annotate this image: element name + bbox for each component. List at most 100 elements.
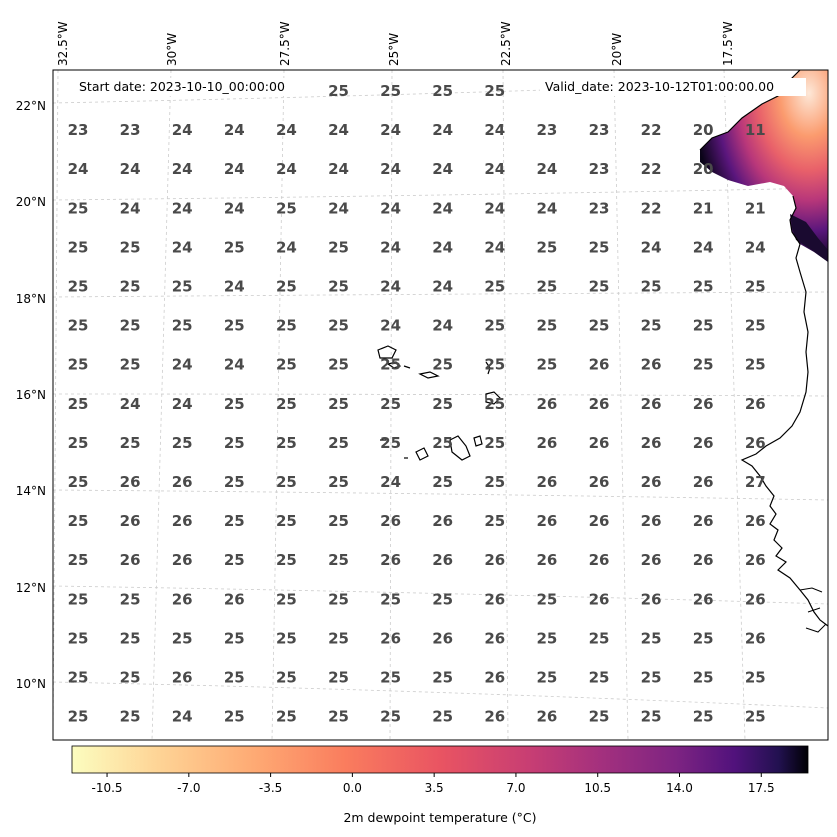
grid-value: 24 — [276, 238, 297, 256]
grid-value: 25 — [693, 629, 714, 647]
grid-value: 24 — [172, 356, 193, 374]
grid-value: 25 — [745, 669, 766, 687]
dewpoint-value-grid: 252525252425252525-423232424242424242423… — [68, 82, 766, 726]
grid-value: 22 — [641, 160, 662, 178]
grid-value: 26 — [484, 669, 505, 687]
grid-value: 25 — [120, 669, 141, 687]
grid-value: 25 — [641, 317, 662, 335]
grid-value: 23 — [68, 121, 89, 139]
grid-value: 24 — [536, 160, 557, 178]
grid-value: 26 — [172, 590, 193, 608]
grid-value: 25 — [68, 708, 89, 726]
grid-value: 25 — [328, 278, 349, 296]
grid-value: 26 — [745, 551, 766, 569]
grid-value: 26 — [589, 590, 610, 608]
grid-value: 24 — [328, 160, 349, 178]
grid-value: 25 — [328, 356, 349, 374]
grid-value: 25 — [276, 551, 297, 569]
lon-label-25w: 25°W — [387, 33, 401, 66]
grid-value: 26 — [432, 551, 453, 569]
grid-value: 26 — [172, 512, 193, 530]
grid-value: 25 — [276, 590, 297, 608]
lat-label-22n: 22°N — [16, 99, 46, 113]
grid-value: 26 — [484, 551, 505, 569]
dewpoint-field-edge — [790, 214, 828, 262]
graticule — [53, 70, 828, 740]
grid-value: 24 — [484, 238, 505, 256]
grid-value: 25 — [484, 512, 505, 530]
grid-value: 25 — [68, 551, 89, 569]
grid-value: 25 — [172, 434, 193, 452]
grid-value: 25 — [484, 473, 505, 491]
grid-value: 25 — [224, 512, 245, 530]
grid-value: 25 — [224, 317, 245, 335]
grid-value: 25 — [120, 434, 141, 452]
grid-value: 25 — [68, 629, 89, 647]
grid-value: 24 — [224, 356, 245, 374]
grid-value: 20 — [693, 121, 714, 139]
lat-label-16n: 16°N — [16, 388, 46, 402]
grid-value: 24 — [120, 395, 141, 413]
grid-value: 26 — [432, 512, 453, 530]
grid-value: 21 — [693, 199, 714, 217]
grid-value: 26 — [693, 395, 714, 413]
grid-value: 25 — [745, 356, 766, 374]
grid-value: 23 — [589, 160, 610, 178]
grid-value: 26 — [693, 551, 714, 569]
grid-value: 20 — [693, 160, 714, 178]
grid-value: 24 — [432, 199, 453, 217]
grid-value: 25 — [328, 669, 349, 687]
grid-value: 25 — [641, 278, 662, 296]
grid-value: 25 — [224, 238, 245, 256]
grid-value: 25 — [484, 395, 505, 413]
grid-value: 24 — [484, 121, 505, 139]
lat-label-10n: 10°N — [16, 677, 46, 691]
grid-value: 25 — [536, 629, 557, 647]
grid-value: 25 — [172, 317, 193, 335]
grid-value: 25 — [276, 512, 297, 530]
grid-value: 26 — [589, 434, 610, 452]
grid-value: 25 — [536, 317, 557, 335]
grid-value: 26 — [693, 512, 714, 530]
grid-value: 25 — [432, 434, 453, 452]
grid-value: 26 — [745, 629, 766, 647]
grid-value: 26 — [745, 512, 766, 530]
grid-value: 23 — [536, 121, 557, 139]
grid-value: 25 — [432, 473, 453, 491]
grid-value: 24 — [224, 121, 245, 139]
grid-value: 25 — [276, 434, 297, 452]
cape-verde-islands — [377, 345, 501, 461]
colorbar-tick-label: 10.5 — [584, 781, 611, 795]
grid-value: 25 — [224, 708, 245, 726]
grid-value: 24 — [380, 121, 401, 139]
colorbar-tick-label: 7.0 — [506, 781, 525, 795]
grid-value: 26 — [536, 434, 557, 452]
grid-value: 24 — [484, 199, 505, 217]
grid-value: 26 — [380, 512, 401, 530]
grid-value: 25 — [328, 395, 349, 413]
grid-value: 24 — [172, 121, 193, 139]
grid-value: 24 — [432, 317, 453, 335]
grid-value: 26 — [536, 551, 557, 569]
grid-value: 23 — [589, 199, 610, 217]
grid-value: 25 — [276, 356, 297, 374]
longitude-labels: 32.5°W 30°W 27.5°W 25°W 22.5°W 20°W 17.5… — [56, 21, 735, 66]
grid-value: 25 — [276, 473, 297, 491]
grid-value: 24 — [432, 160, 453, 178]
grid-value: 25 — [380, 708, 401, 726]
colorbar-tick-label: -7.0 — [177, 781, 200, 795]
grid-value: 25 — [68, 278, 89, 296]
grid-value: 24 — [380, 160, 401, 178]
latitude-labels: 22°N 20°N 18°N 16°N 14°N 12°N 10°N — [16, 99, 46, 691]
grid-value: 24 — [380, 199, 401, 217]
grid-value: 25 — [120, 629, 141, 647]
grid-value: 24 — [172, 708, 193, 726]
lat-label-20n: 20°N — [16, 195, 46, 209]
grid-value: 25 — [641, 708, 662, 726]
grid-value: 25 — [589, 278, 610, 296]
grid-value: 26 — [484, 590, 505, 608]
grid-value: 21 — [745, 199, 766, 217]
grid-value: 25 — [745, 708, 766, 726]
grid-value: 24 — [276, 160, 297, 178]
grid-value: 25 — [484, 317, 505, 335]
